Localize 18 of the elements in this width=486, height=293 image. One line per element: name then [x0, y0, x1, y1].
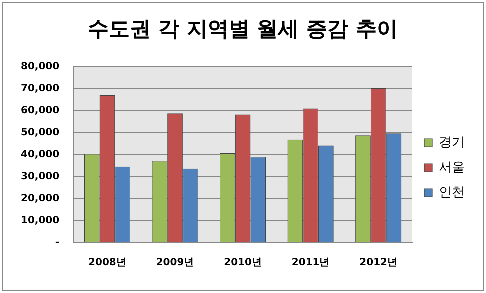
- y-tick-label: 10,000: [20, 216, 60, 227]
- x-tick-label: 2010년: [224, 258, 262, 269]
- y-tick-label: 80,000: [20, 62, 60, 73]
- y-tick-label: -: [55, 238, 60, 249]
- y-tick-label: 40,000: [20, 150, 60, 161]
- y-tick-label: 60,000: [20, 106, 60, 117]
- legend-label: 인천: [439, 185, 465, 200]
- chart-title: 수도권 각 지역별 월세 증감 추이: [87, 16, 399, 43]
- y-tick-label: 30,000: [20, 172, 60, 183]
- x-tick-label: 2012년: [360, 258, 398, 269]
- x-tick-label: 2011년: [292, 258, 330, 269]
- legend-label: 경기: [439, 135, 465, 150]
- x-tick-label: 2008년: [88, 258, 126, 269]
- y-tick-label: 20,000: [20, 194, 60, 205]
- legend-label: 서울: [439, 160, 465, 176]
- x-tick-label: 2009년: [156, 258, 194, 269]
- y-tick-label: 70,000: [20, 84, 60, 95]
- y-tick-label: 50,000: [20, 128, 60, 139]
